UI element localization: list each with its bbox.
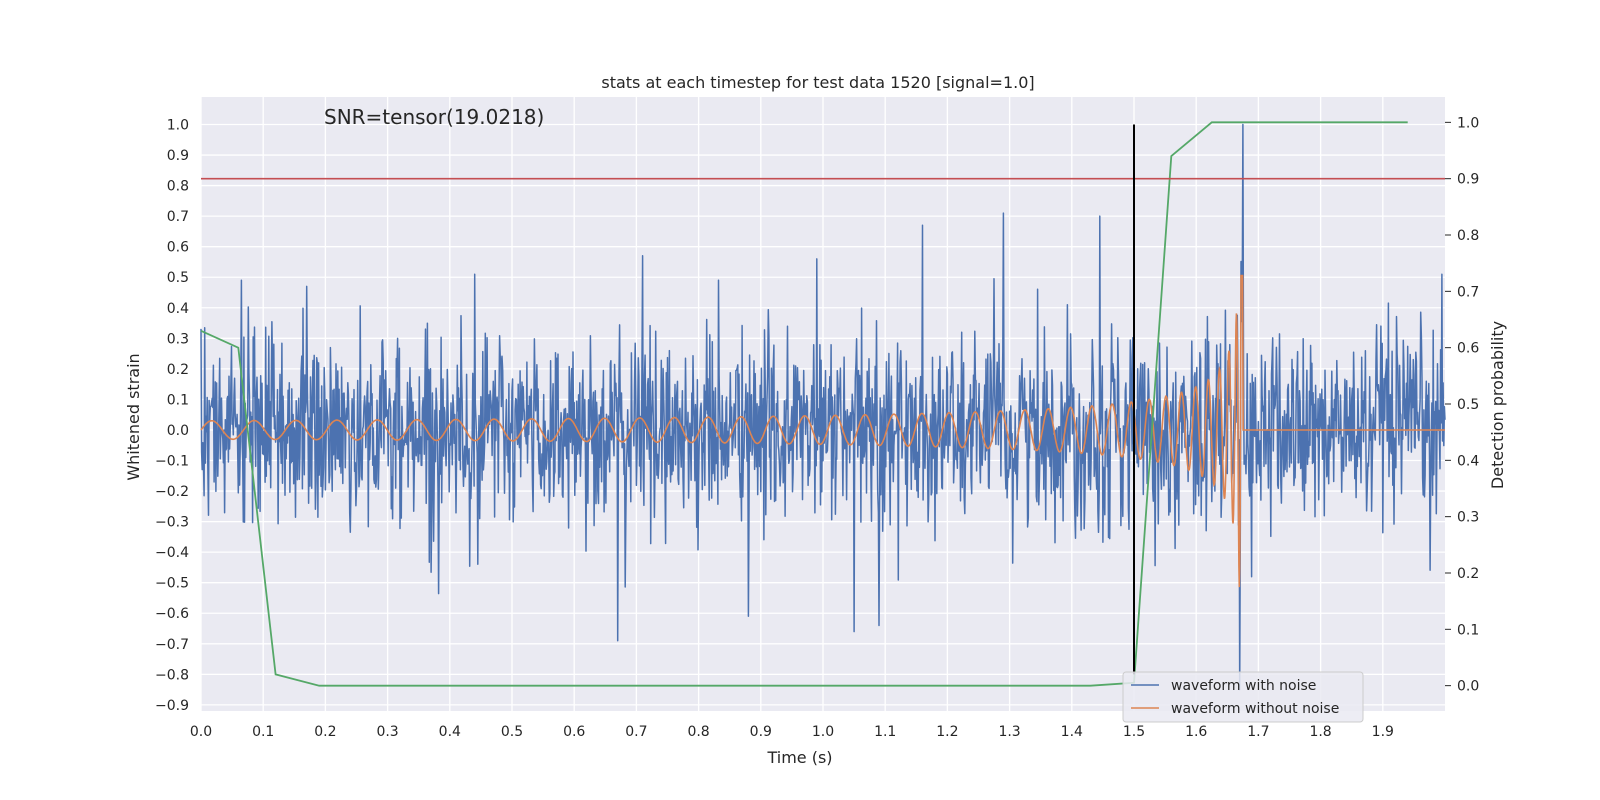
x-tick-label: 1.5 [1123,724,1145,740]
reference-lines [201,124,1445,675]
chart-title: stats at each timestep for test data 152… [601,73,1034,92]
y-tick-label: 0.5 [167,270,189,286]
y2-tick-label: 0.5 [1457,397,1479,413]
x-tick-label: 0.5 [501,724,523,740]
y-tick-label: 0.2 [167,362,189,378]
y-tick-label: −0.3 [155,515,189,531]
y-tick-label: 0.3 [167,331,189,347]
y2-tick-label: 0.4 [1457,453,1479,469]
y-axis-title: Whitened strain [124,353,143,480]
y2-tick-label: 0.7 [1457,284,1479,300]
legend: waveform with noise waveform without noi… [1122,671,1364,723]
x-tick-label: 1.9 [1372,724,1394,740]
x-tick-label: 0.9 [750,724,772,740]
y-tick-label: −0.1 [155,454,189,470]
x-tick-label: 1.2 [936,724,958,740]
snr-annotation: SNR=tensor(19.0218) [324,105,544,129]
series-layer [200,121,1446,691]
x-tick-label: 1.0 [812,724,834,740]
x-tick-label: 1.7 [1247,724,1269,740]
y2-tick-label: 1.0 [1457,115,1479,131]
x-tick-label: 0.7 [625,724,647,740]
y-tick-label: −0.5 [155,576,189,592]
x-tick-label: 0.3 [376,724,398,740]
y-tick-label: 0.6 [167,240,189,256]
x-tick-label: 1.1 [874,724,896,740]
y2-tick-label: 0.6 [1457,341,1479,357]
x-tick-label: 1.8 [1309,724,1331,740]
y-axis-right: 1.0 0.9 0.8 0.7 0.6 0.5 0.4 0.3 0.2 0.1 0.0 [1445,115,1479,695]
y-tick-label: 0.8 [167,179,189,195]
x-tick-label: 0.0 [190,724,212,740]
y2-tick-label: 0.8 [1457,228,1479,244]
y-axis-left: 1.0 0.9 0.8 0.7 0.6 0.5 0.4 0.3 0.2 0.1 0.0 −0.1 −0.… [155,117,189,713]
y-tick-label: 1.0 [167,117,189,133]
x-tick-label: 1.3 [998,724,1020,740]
y-tick-label: −0.6 [155,606,189,622]
y-tick-label: 0.1 [167,392,189,408]
y-tick-label: 0.9 [167,148,189,164]
x-tick-label: 0.1 [252,724,274,740]
y-tick-label: −0.9 [155,698,189,714]
y-tick-label: 0.7 [167,209,189,225]
y-tick-label: 0.4 [167,301,189,317]
x-tick-label: 0.6 [563,724,585,740]
y-tick-label: 0.0 [167,423,189,439]
x-tick-label: 0.4 [439,724,461,740]
legend-label-clean: waveform without noise [1171,701,1339,717]
x-tick-label: 0.2 [314,724,336,740]
x-tick-label: 1.4 [1061,724,1083,740]
y2-tick-label: 0.2 [1457,566,1479,582]
x-axis: 0.0 0.1 0.2 0.3 0.4 0.5 0.6 0.7 0.8 0.9 1.0 1.1 1.2 1… [190,724,1394,740]
x-axis-title: Time (s) [766,748,832,767]
x-tick-label: 1.6 [1185,724,1207,740]
y2-tick-label: 0.0 [1457,679,1479,695]
y2-tick-label: 0.3 [1457,510,1479,526]
y2-tick-label: 0.9 [1457,172,1479,188]
y-tick-label: −0.7 [155,637,189,653]
series-waveform-without-noise [200,274,1445,588]
y-tick-label: −0.4 [155,545,189,561]
y-tick-label: −0.8 [155,667,189,683]
y2-axis-title: Detection probability [1488,321,1507,489]
y-tick-label: −0.2 [155,484,189,500]
legend-label-noise: waveform with noise [1171,678,1316,694]
x-tick-label: 0.8 [687,724,709,740]
legend-box [1122,671,1364,723]
y2-tick-label: 0.1 [1457,622,1479,638]
series-detection-probability [200,121,1408,687]
